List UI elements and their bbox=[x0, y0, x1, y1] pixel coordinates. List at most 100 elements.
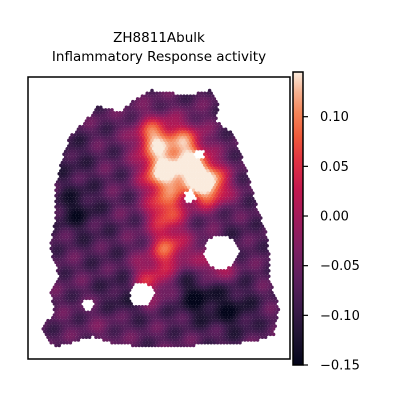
spot bbox=[174, 241, 178, 245]
spot bbox=[215, 180, 220, 184]
spot bbox=[121, 177, 125, 181]
spot bbox=[167, 135, 172, 140]
spot bbox=[55, 252, 60, 256]
spot bbox=[142, 213, 146, 217]
spot bbox=[225, 307, 229, 312]
spot bbox=[247, 263, 252, 267]
spot bbox=[190, 102, 194, 107]
spot bbox=[188, 110, 193, 115]
spot bbox=[203, 108, 207, 112]
spot bbox=[137, 122, 141, 126]
spot bbox=[84, 213, 89, 217]
spot bbox=[220, 149, 225, 154]
spot bbox=[54, 310, 58, 314]
spot bbox=[199, 169, 204, 173]
spot bbox=[156, 266, 161, 270]
spot bbox=[118, 293, 122, 298]
spot bbox=[259, 227, 263, 231]
spot bbox=[78, 296, 82, 301]
spot bbox=[180, 307, 185, 312]
spot bbox=[102, 232, 106, 237]
spot bbox=[163, 199, 167, 204]
spot bbox=[167, 191, 172, 195]
spot bbox=[183, 163, 188, 168]
spot bbox=[222, 324, 226, 328]
spot bbox=[246, 271, 250, 276]
spot bbox=[265, 293, 269, 298]
spot bbox=[100, 152, 105, 157]
spot bbox=[188, 282, 193, 287]
spot bbox=[59, 196, 63, 201]
spot bbox=[243, 227, 247, 231]
spot bbox=[142, 280, 146, 284]
spot bbox=[171, 130, 175, 134]
spot bbox=[75, 302, 79, 306]
spot bbox=[148, 230, 153, 234]
spot bbox=[59, 174, 63, 179]
spot bbox=[241, 230, 245, 234]
spot bbox=[89, 232, 93, 237]
spot bbox=[199, 108, 204, 112]
spot bbox=[83, 288, 87, 292]
spot bbox=[156, 177, 161, 181]
spot bbox=[222, 158, 226, 162]
spot bbox=[214, 155, 218, 159]
spot bbox=[255, 288, 260, 292]
spot bbox=[115, 238, 119, 242]
spot bbox=[150, 260, 154, 265]
spot bbox=[191, 321, 196, 326]
spot bbox=[57, 249, 61, 254]
spot bbox=[89, 243, 93, 248]
spot bbox=[196, 219, 201, 223]
spot bbox=[151, 268, 156, 273]
spot bbox=[54, 288, 58, 292]
spot bbox=[158, 113, 162, 118]
spot bbox=[143, 199, 148, 204]
spot bbox=[175, 249, 180, 254]
spot bbox=[62, 180, 66, 184]
spot bbox=[139, 246, 143, 251]
spot bbox=[103, 285, 108, 290]
spot bbox=[246, 183, 250, 187]
spot bbox=[123, 252, 127, 256]
spot bbox=[135, 102, 140, 107]
spot bbox=[95, 127, 100, 132]
spot bbox=[225, 224, 229, 229]
spot bbox=[161, 224, 165, 229]
spot bbox=[267, 324, 271, 328]
spot bbox=[86, 160, 90, 165]
spot bbox=[215, 213, 220, 217]
spot bbox=[190, 302, 194, 306]
spot bbox=[161, 274, 165, 278]
spot bbox=[175, 221, 180, 226]
spot bbox=[87, 163, 92, 168]
spot bbox=[113, 124, 117, 129]
spot bbox=[196, 235, 201, 240]
spot bbox=[187, 274, 191, 278]
spot bbox=[107, 119, 111, 123]
spot bbox=[174, 219, 178, 223]
spot bbox=[198, 271, 202, 276]
spot bbox=[116, 113, 121, 118]
spot bbox=[94, 219, 98, 223]
spot bbox=[163, 166, 167, 170]
spot bbox=[166, 99, 170, 104]
spot bbox=[209, 185, 213, 190]
spot bbox=[139, 318, 143, 323]
spot bbox=[113, 302, 117, 306]
spot bbox=[166, 321, 170, 326]
spot bbox=[219, 191, 223, 195]
spot bbox=[169, 127, 173, 132]
spot bbox=[247, 191, 252, 195]
spot bbox=[203, 196, 207, 201]
spot bbox=[150, 216, 154, 220]
spot bbox=[153, 260, 157, 265]
spot bbox=[198, 310, 202, 314]
spot bbox=[68, 135, 73, 140]
spot bbox=[100, 158, 105, 162]
spot bbox=[238, 318, 242, 323]
spot bbox=[108, 282, 113, 287]
spot bbox=[155, 180, 159, 184]
spot bbox=[209, 180, 213, 184]
spot bbox=[102, 321, 106, 326]
